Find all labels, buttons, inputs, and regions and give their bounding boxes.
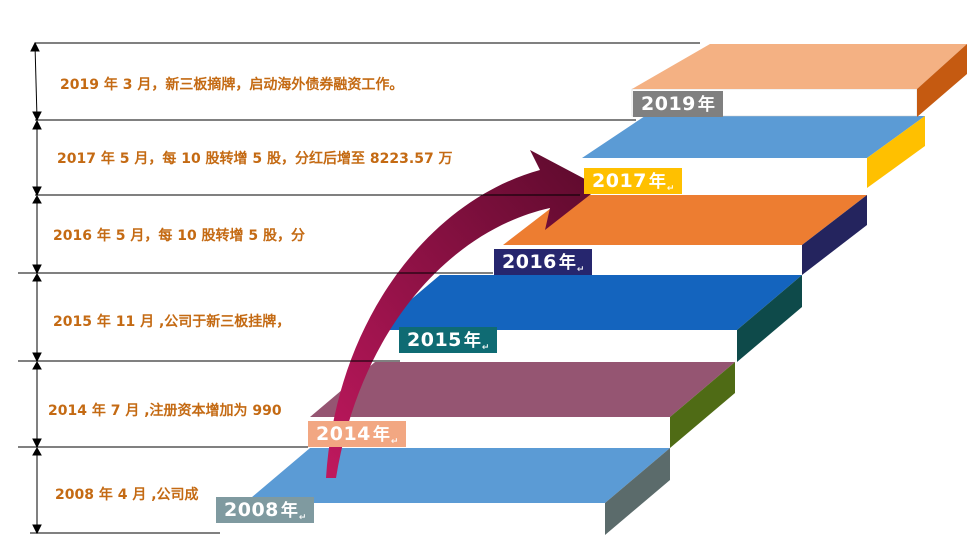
event-text-2015: 2015 年 11 月 ,公司于新三板挂牌， [53,314,291,330]
step-top-2017 [582,116,925,158]
event-text-2017: 2017 年 5 月，每 10 股转增 5 股，分红后增至 8223.57 万 [57,151,453,167]
timeline-arrows [30,41,42,535]
step-side-2017 [867,116,925,188]
year-label-2015: 2015 年↵ [399,327,498,353]
year-number: 2008 [224,499,279,521]
event-text-2008: 2008 年 4 月 ,公司成 [55,487,199,503]
return-mark-icon: ↵ [666,184,675,194]
return-mark-icon: ↵ [390,437,399,447]
return-mark-icon: ↵ [298,513,307,523]
step-side-2019 [917,44,967,117]
step-side-2015 [737,275,802,362]
return-mark-icon: ↵ [481,343,490,353]
year-number: 2016 [502,251,557,273]
step-2008 [245,448,670,535]
event-text-2016: 2016 年 5 月，每 10 股转增 5 股，分 [53,228,306,244]
year-unit: 年 [558,253,576,273]
step-top-2019 [632,44,967,89]
step-top-2015 [375,275,802,330]
timeline-dividers [18,42,700,534]
year-label-2017: 2017 年↵ [584,168,683,194]
year-label-2008: 2008 年↵ [216,497,315,523]
step-2015 [375,275,802,362]
year-unit: 年 [697,95,715,115]
year-number: 2015 [407,329,462,351]
year-number: 2014 [316,423,371,445]
year-number: 2017 [592,170,647,192]
step-top-2008 [245,448,670,503]
step-top-2016 [503,195,867,245]
year-unit: 年 [648,172,666,192]
event-text-2019: 2019 年 3 月，新三板摘牌，启动海外债券融资工作。 [60,77,404,93]
year-number: 2019 [641,93,696,115]
return-mark-icon: ↵ [576,265,585,275]
step-side-2016 [802,195,867,275]
growth-arrow [326,150,600,478]
event-text-2014: 2014 年 7 月 ,注册资本增加为 990 [48,403,282,419]
step-side-2008 [605,448,670,535]
year-label-2014: 2014 年↵ [308,421,407,447]
year-label-2016: 2016 年↵ [494,249,593,275]
step-side-2014 [670,362,735,448]
year-label-2019: 2019 年 [633,91,723,117]
year-unit: 年 [372,425,390,445]
year-unit: 年 [280,501,298,521]
step-top-2014 [310,362,735,417]
year-unit: 年 [463,331,481,351]
